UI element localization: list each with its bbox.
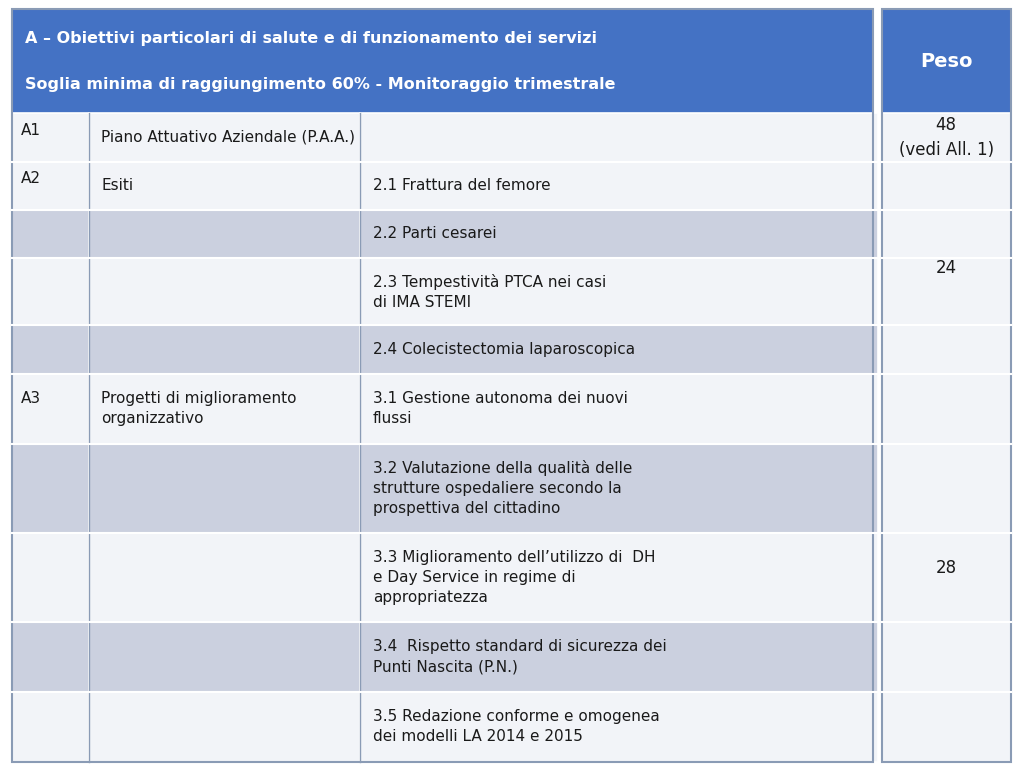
Bar xyxy=(89,325,360,374)
Bar xyxy=(360,325,878,374)
Text: Piano Attuativo Aziendale (P.A.A.): Piano Attuativo Aziendale (P.A.A.) xyxy=(101,130,355,145)
Bar xyxy=(360,258,878,325)
Bar xyxy=(12,692,89,762)
Bar xyxy=(882,258,1011,325)
Text: A1: A1 xyxy=(20,123,41,138)
Bar xyxy=(882,325,1011,374)
Text: 28: 28 xyxy=(936,559,956,577)
Bar xyxy=(360,162,878,210)
Bar xyxy=(882,374,1011,443)
Text: 48
(vedi All. 1): 48 (vedi All. 1) xyxy=(899,116,993,159)
Bar xyxy=(360,210,878,258)
Bar xyxy=(12,533,89,622)
Bar xyxy=(882,9,1011,762)
Bar xyxy=(89,210,360,258)
Bar xyxy=(882,533,1011,622)
Text: 3.3 Miglioramento dell’utilizzo di  DH
e Day Service in regime di
appropriatezza: 3.3 Miglioramento dell’utilizzo di DH e … xyxy=(373,550,655,604)
Bar xyxy=(12,9,873,113)
Bar xyxy=(882,162,1011,210)
Bar xyxy=(882,113,1011,162)
Bar xyxy=(89,162,360,210)
Bar xyxy=(882,622,1011,692)
Bar xyxy=(360,374,878,443)
Bar xyxy=(89,113,360,162)
Bar xyxy=(12,210,89,258)
Text: 2.1 Frattura del femore: 2.1 Frattura del femore xyxy=(373,178,550,194)
Text: A2: A2 xyxy=(20,171,41,186)
Bar xyxy=(89,622,360,692)
Text: 2.3 Tempestività PTCA nei casi
di IMA STEMI: 2.3 Tempestività PTCA nei casi di IMA ST… xyxy=(373,274,606,310)
Bar xyxy=(12,443,89,533)
Bar xyxy=(360,533,878,622)
Text: Peso: Peso xyxy=(920,52,973,71)
Bar xyxy=(89,374,360,443)
Text: Progetti di miglioramento
organizzativo: Progetti di miglioramento organizzativo xyxy=(101,391,297,426)
Bar xyxy=(882,9,1011,113)
Bar xyxy=(882,443,1011,533)
Bar xyxy=(89,443,360,533)
Text: A – Obiettivi particolari di salute e di funzionamento dei servizi: A – Obiettivi particolari di salute e di… xyxy=(25,31,597,46)
Bar xyxy=(89,533,360,622)
Text: 3.4  Rispetto standard di sicurezza dei
Punti Nascita (P.N.): 3.4 Rispetto standard di sicurezza dei P… xyxy=(373,639,667,675)
Bar xyxy=(360,113,878,162)
Text: 24: 24 xyxy=(936,258,956,277)
Text: 3.1 Gestione autonoma dei nuovi
flussi: 3.1 Gestione autonoma dei nuovi flussi xyxy=(373,391,628,426)
Bar xyxy=(882,210,1011,258)
Text: Esiti: Esiti xyxy=(101,178,133,194)
Text: 3.2 Valutazione della qualità delle
strutture ospedaliere secondo la
prospettiva: 3.2 Valutazione della qualità delle stru… xyxy=(373,460,632,516)
Bar xyxy=(12,9,873,762)
Bar xyxy=(12,374,89,443)
Text: 3.5 Redazione conforme e omogenea
dei modelli LA 2014 e 2015: 3.5 Redazione conforme e omogenea dei mo… xyxy=(373,709,659,744)
Bar xyxy=(360,692,878,762)
Bar xyxy=(12,622,89,692)
Bar xyxy=(12,162,89,210)
Text: 2.4 Colecistectomia laparoscopica: 2.4 Colecistectomia laparoscopica xyxy=(373,342,635,357)
Text: Soglia minima di raggiungimento 60% - Monitoraggio trimestrale: Soglia minima di raggiungimento 60% - Mo… xyxy=(25,76,615,92)
Bar xyxy=(360,443,878,533)
Bar xyxy=(882,692,1011,762)
Text: A3: A3 xyxy=(20,391,41,406)
Bar xyxy=(12,325,89,374)
Bar xyxy=(12,258,89,325)
Bar xyxy=(12,113,89,162)
Text: 2.2 Parti cesarei: 2.2 Parti cesarei xyxy=(373,227,497,241)
Bar xyxy=(89,692,360,762)
Bar xyxy=(89,258,360,325)
Bar xyxy=(360,622,878,692)
